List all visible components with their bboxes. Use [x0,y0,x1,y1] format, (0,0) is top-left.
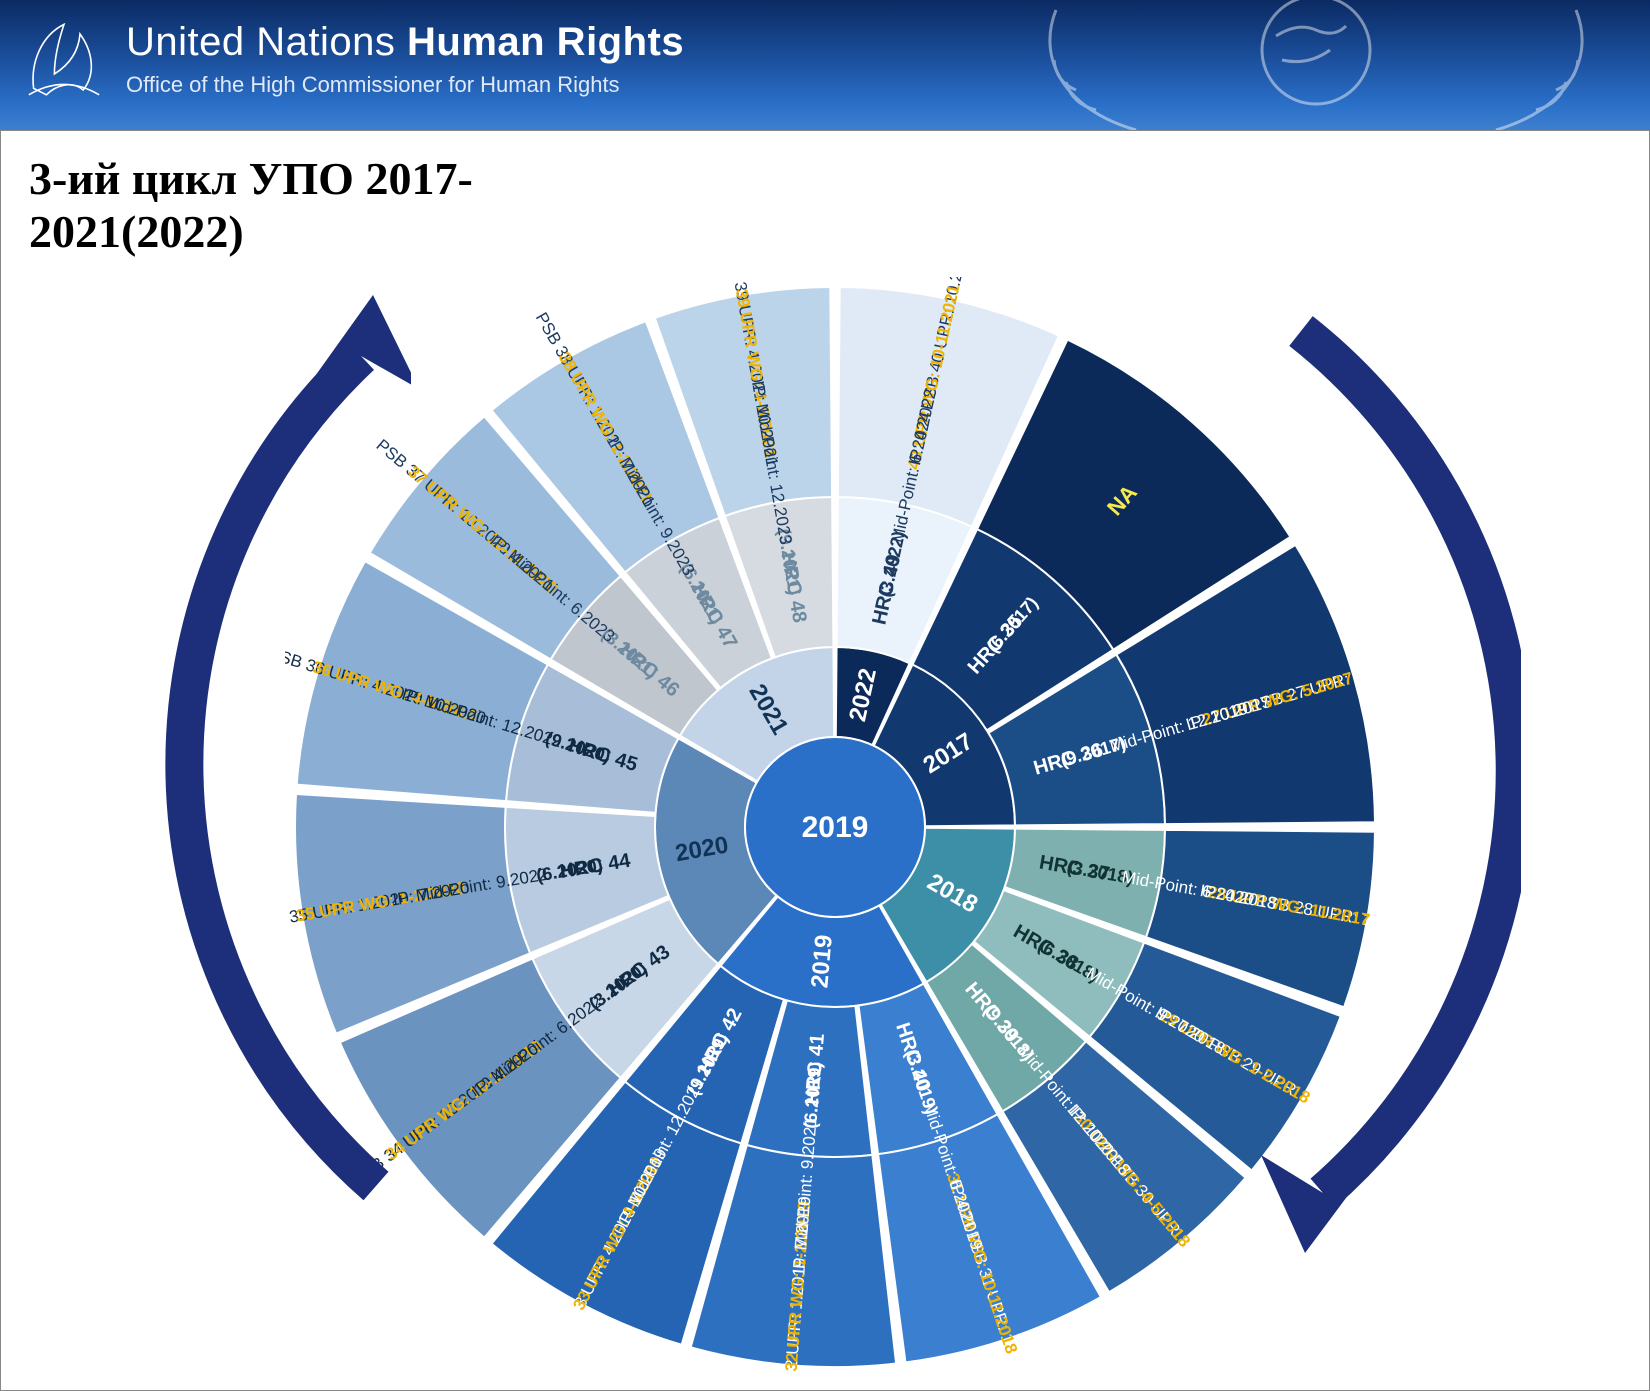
page-header: United Nations Human Rights Office of th… [0,0,1650,130]
cycle-arrow-left [151,271,411,1231]
header-title-bold: Human Rights [407,20,684,64]
svg-text:2019: 2019 [806,934,838,990]
page-title: 3-ий цикл УПО 2017-2021(2022) [29,153,549,259]
center-label: 2019 [802,811,869,844]
ohchr-logo [24,18,104,98]
header-title: United Nations Human Rights [126,20,684,65]
content-panel: 3-ий цикл УПО 2017-2021(2022) 2022201720… [0,130,1650,1391]
cycle-arrow-right [1261,271,1521,1271]
header-title-thin: United Nations [126,20,395,64]
header-subtitle: Office of the High Commissioner for Huma… [126,72,620,98]
upr-cycle-wheel: 202220172018201920202021HRC 49(3.2022)HR… [285,277,1385,1377]
un-laurels-icon [1006,0,1626,140]
